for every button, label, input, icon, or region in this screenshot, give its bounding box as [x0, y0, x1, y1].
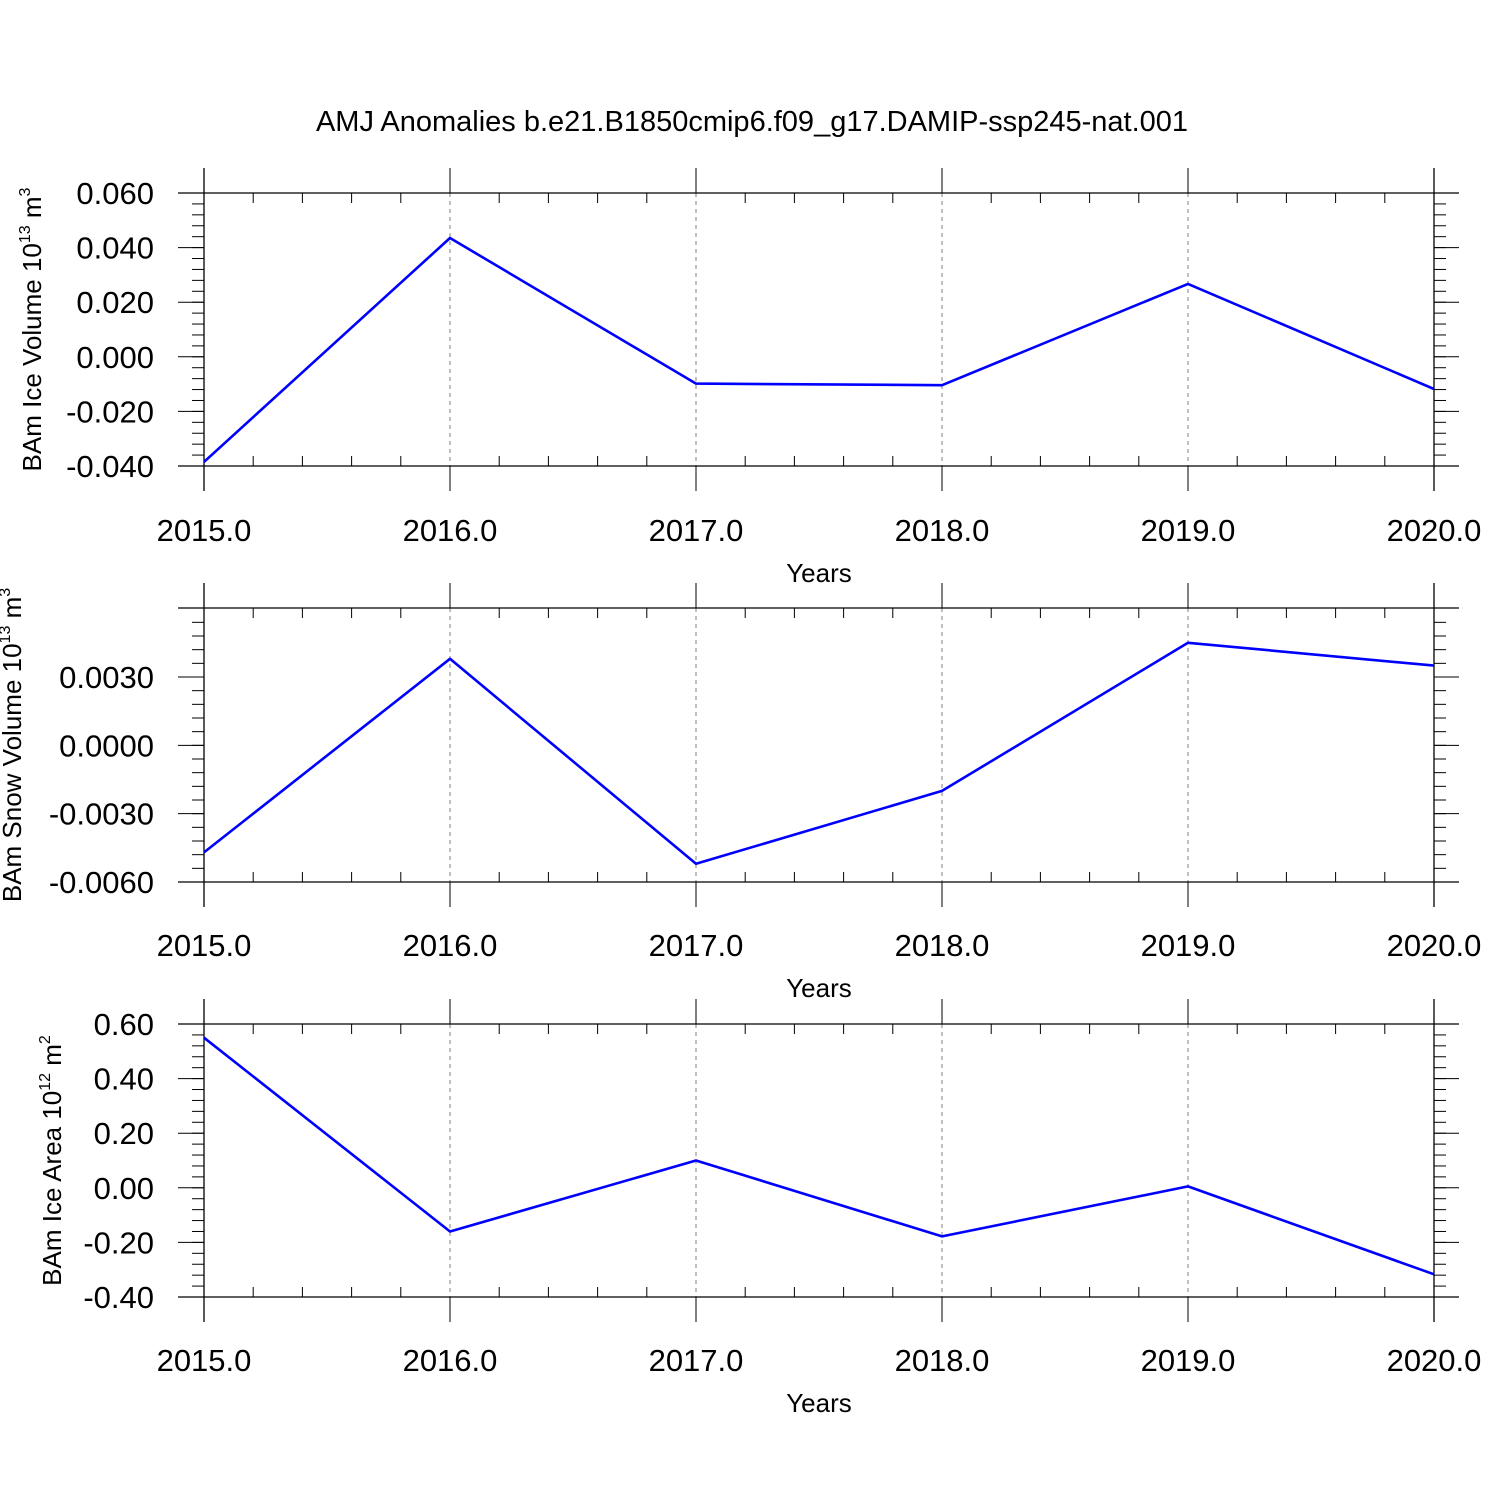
x-axis-title: Years	[786, 558, 852, 588]
x-tick-label: 2018.0	[895, 928, 990, 963]
series-line-1	[203, 1036, 1435, 1276]
y-tick-label: 0.60	[94, 1007, 154, 1042]
x-tick-label: 2019.0	[1141, 928, 1236, 963]
x-tick-label: 2017.0	[649, 1343, 744, 1378]
x-tick-label: 2017.0	[649, 928, 744, 963]
y-tick-label: -0.0030	[49, 797, 154, 832]
x-tick-label: 2015.0	[157, 513, 252, 548]
y-tick-label: 0.40	[94, 1062, 154, 1097]
y-tick-label: -0.040	[66, 449, 154, 484]
series-line-1	[203, 641, 1435, 866]
panel-2: -0.0060 -0.0030 0.0000 0.0030 2015.0 2016.0 20…	[0, 583, 1481, 1003]
y-axis-title: BAm Ice Volume 1013 m3	[17, 187, 47, 471]
y-tick-label: 0.040	[76, 231, 154, 266]
panel-3: -0.40 -0.20 0.00 0.20 0.40 0.60 2015.0 2016.0 20…	[37, 999, 1481, 1418]
y-tick-label: 0.00	[94, 1171, 154, 1206]
y-tick-label: -0.020	[66, 394, 154, 429]
y-tick-label: -0.40	[83, 1280, 154, 1315]
y-tick-label: 0.060	[76, 176, 154, 211]
x-tick-label: 2020.0	[1387, 928, 1482, 963]
x-tick-label: 2020.0	[1387, 1343, 1482, 1378]
y-tick-label: -0.0060	[49, 865, 154, 900]
panels: -0.040 -0.020 0.000 0.020 0.040 0.060 2015.0 20…	[0, 168, 1481, 1418]
y-tick-label: -0.20	[83, 1225, 154, 1260]
y-axis-title: BAm Snow Volume 1013 m3	[0, 588, 27, 902]
x-tick-label: 2016.0	[403, 1343, 498, 1378]
chart-title: AMJ Anomalies b.e21.B1850cmip6.f09_g17.D…	[316, 106, 1188, 138]
x-tick-label: 2015.0	[157, 928, 252, 963]
x-tick-label: 2015.0	[157, 1343, 252, 1378]
series-line-1	[203, 236, 1435, 463]
x-axis-title: Years	[786, 973, 852, 1003]
panel-1: -0.040 -0.020 0.000 0.020 0.040 0.060 2015.0 20…	[17, 168, 1481, 588]
x-tick-label: 2018.0	[895, 513, 990, 548]
y-axis-title: BAm Ice Area 1012 m2	[37, 1035, 67, 1286]
x-tick-label: 2018.0	[895, 1343, 990, 1378]
x-tick-label: 2016.0	[403, 928, 498, 963]
x-tick-label: 2019.0	[1141, 513, 1236, 548]
x-tick-label: 2017.0	[649, 513, 744, 548]
y-tick-label: 0.020	[76, 285, 154, 320]
y-tick-label: 0.0000	[59, 728, 154, 763]
x-tick-label: 2019.0	[1141, 1343, 1236, 1378]
x-tick-label: 2020.0	[1387, 513, 1482, 548]
y-tick-label: 0.000	[76, 340, 154, 375]
y-tick-label: 0.0030	[59, 660, 154, 695]
x-axis-title: Years	[786, 1388, 852, 1418]
y-tick-label: 0.20	[94, 1116, 154, 1151]
x-tick-label: 2016.0	[403, 513, 498, 548]
